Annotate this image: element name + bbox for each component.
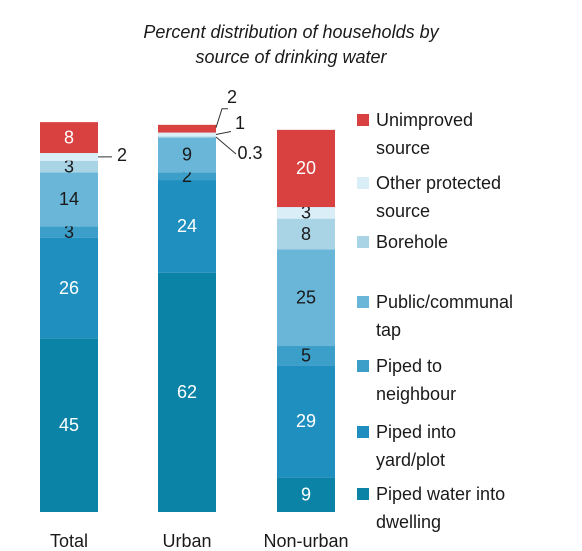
legend-swatch [357, 426, 369, 438]
bar-segment [158, 136, 216, 138]
bar-segment [277, 249, 335, 347]
data-label: 3 [301, 203, 311, 223]
data-label: 8 [301, 224, 311, 244]
bar-segment [158, 180, 216, 273]
legend-swatch [357, 360, 369, 372]
bar-segment [158, 124, 216, 133]
bar-segment [277, 477, 335, 512]
bar-segment [40, 153, 98, 161]
bar-segment [277, 207, 335, 219]
bar-segment [277, 218, 335, 250]
legend-label: Piped to neighbour [376, 356, 457, 404]
legend-swatch [357, 114, 369, 126]
legend-label: Piped water into dwelling [376, 484, 506, 532]
bar-segment [40, 237, 98, 339]
bar-segment [158, 137, 216, 173]
data-label: 25 [296, 288, 316, 308]
data-label: 3 [64, 222, 74, 242]
chart-title: Percent distribution of households by so… [143, 22, 439, 67]
bar-segment [40, 172, 98, 227]
legend-label: Piped into yard/plot [376, 422, 457, 470]
bar-segment [158, 272, 216, 512]
data-label: 8 [64, 127, 74, 147]
bar-segment [40, 226, 98, 238]
data-label: 9 [301, 484, 311, 504]
data-label: 24 [177, 216, 197, 236]
bar-segment [277, 129, 335, 208]
data-label: 26 [59, 278, 79, 298]
data-label: 62 [177, 382, 197, 402]
data-label: 14 [59, 189, 79, 209]
bar-segment [277, 346, 335, 366]
callout-line [215, 131, 232, 135]
legend-label: Public/communal tap [376, 292, 514, 340]
data-label: 2 [182, 166, 192, 186]
bar-segment [40, 338, 98, 512]
data-label: 29 [296, 411, 316, 431]
legend-label: Borehole [376, 232, 449, 252]
bar-segment [40, 160, 98, 173]
legend-label: Other protected source [376, 173, 502, 221]
data-label: 5 [301, 345, 311, 365]
data-label: 45 [59, 415, 79, 435]
x-tick-label: Total [50, 531, 88, 551]
bar-segment [277, 365, 335, 478]
legend-swatch [357, 236, 369, 248]
data-label: 1 [235, 113, 245, 133]
legend-swatch [357, 488, 369, 500]
data-label: 9 [182, 145, 192, 165]
legend-swatch [357, 177, 369, 189]
bar-segment [40, 122, 98, 154]
bar-segment [158, 132, 216, 137]
data-label: 0.3 [237, 143, 262, 163]
callout-line [215, 136, 237, 155]
legend-swatch [357, 296, 369, 308]
data-label: 20 [296, 158, 316, 178]
callout-line [215, 108, 228, 128]
x-tick-label: Non-urban [263, 531, 348, 551]
data-label: 2 [227, 87, 237, 107]
bar-segment [158, 172, 216, 181]
data-label: 2 [117, 145, 127, 165]
legend-label: Unimproved source [376, 110, 474, 158]
x-tick-label: Urban [162, 531, 211, 551]
data-label: 3 [64, 156, 74, 176]
